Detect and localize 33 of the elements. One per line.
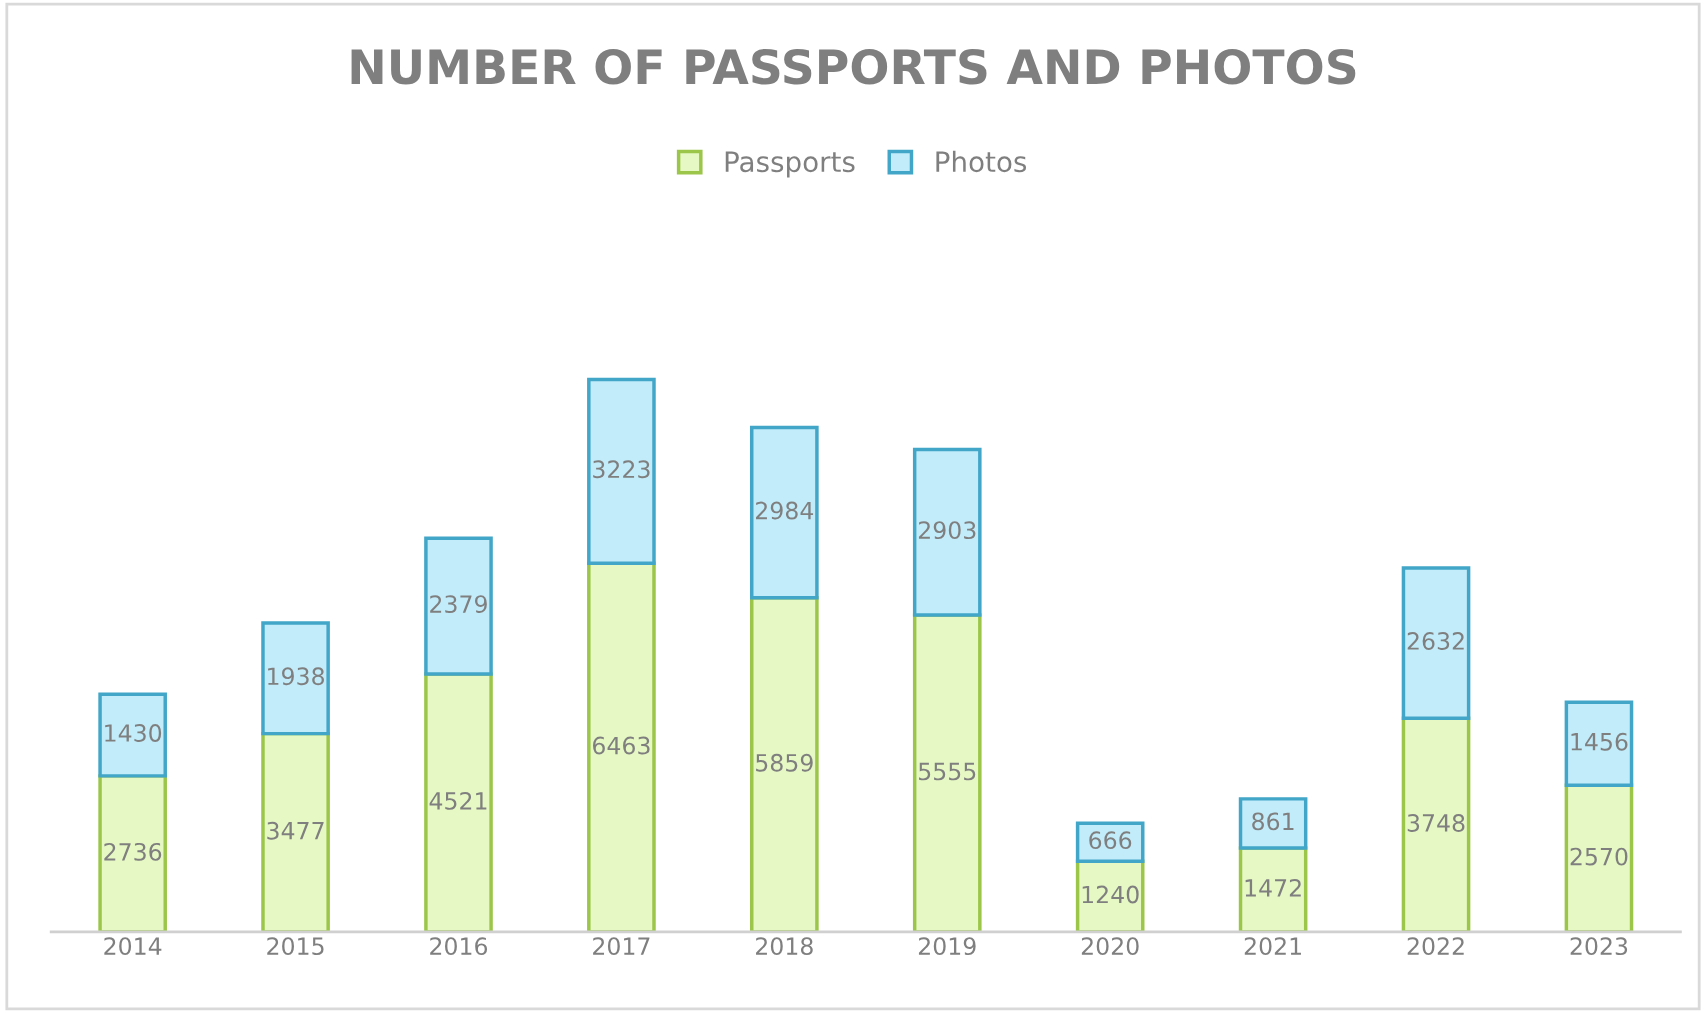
data-label: 1456 (1571, 732, 1628, 751)
data-label: 1430 (105, 724, 162, 742)
data-label: 2903 (918, 521, 976, 540)
data-label: 2984 (756, 501, 814, 520)
chart-title: NUMBER OF PASSPORTS AND PHOTOS (351, 48, 1356, 85)
x-tick-label: 2019 (918, 937, 976, 956)
data-label: 3223 (593, 460, 650, 479)
data-label: 1240 (1082, 885, 1139, 904)
data-label: 3477 (267, 821, 324, 840)
x-tick-label: 2015 (267, 937, 324, 956)
x-tick-label: 2022 (1407, 937, 1464, 956)
data-label: 861 (1252, 812, 1294, 831)
x-tick-label: 2023 (1570, 937, 1628, 956)
legend-label: Photos (936, 150, 1027, 173)
data-label: 2632 (1407, 632, 1464, 650)
data-label: 2736 (104, 842, 162, 861)
data-label: 1472 (1245, 878, 1301, 897)
x-tick-label: 2017 (593, 937, 650, 956)
data-label: 3748 (1407, 814, 1465, 832)
data-label: 5859 (756, 753, 813, 772)
data-label: 666 (1089, 831, 1132, 850)
x-tick-label: 2018 (756, 937, 813, 956)
x-tick-label: 2020 (1081, 937, 1139, 956)
data-label: 4521 (429, 792, 487, 810)
x-tick-label: 2014 (104, 937, 162, 956)
x-tick-label: 2021 (1244, 937, 1301, 956)
data-label: 2379 (430, 595, 487, 614)
legend-label: Passports (725, 151, 855, 178)
data-label: 1938 (268, 667, 324, 686)
x-tick-label: 2016 (430, 937, 488, 956)
data-label: 5555 (919, 762, 976, 781)
data-label: 6463 (593, 736, 650, 755)
data-label: 2570 (1570, 847, 1628, 866)
